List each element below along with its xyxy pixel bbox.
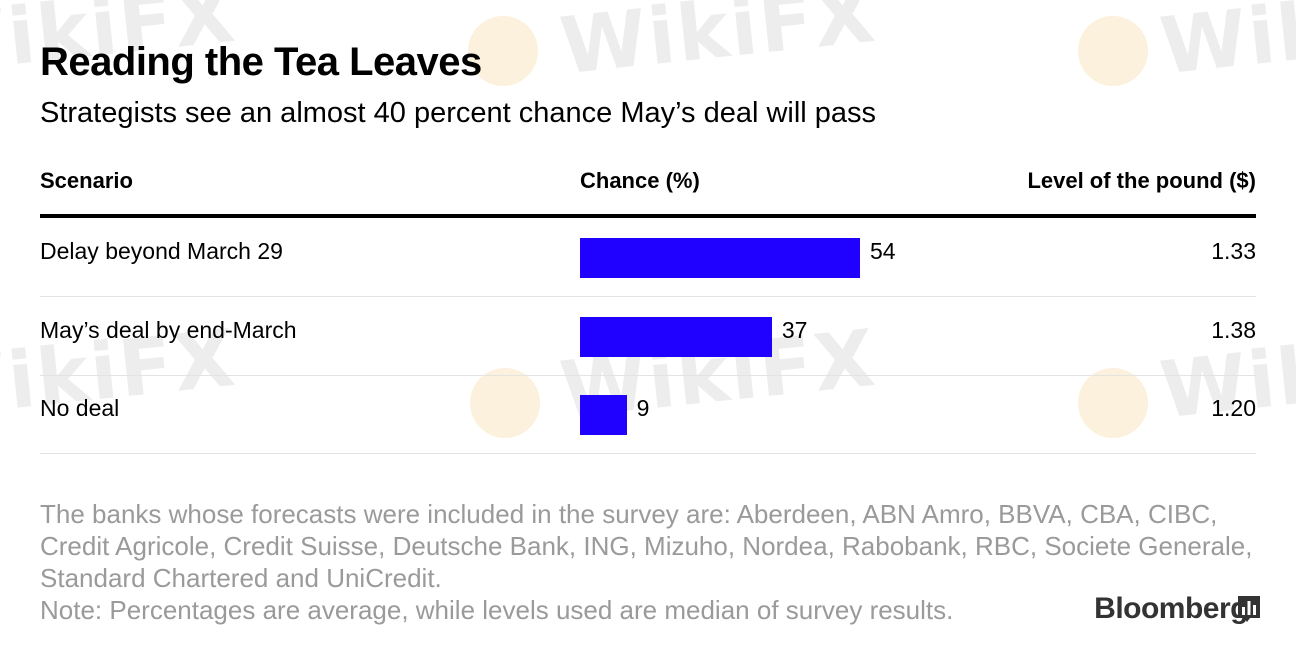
chance-value-label: 37 xyxy=(781,317,808,343)
table-row: Delay beyond March 29 54 1.33 xyxy=(40,218,1256,297)
bloomberg-chart-icon xyxy=(1238,596,1260,622)
bloomberg-logo: Bloomberg xyxy=(1094,592,1248,625)
watermark-logo xyxy=(1078,16,1148,86)
footnote-banks: The banks whose forecasts were included … xyxy=(40,499,1253,593)
scenario-label: May’s deal by end-March xyxy=(40,317,297,343)
footnote: The banks whose forecasts were included … xyxy=(40,498,1256,626)
table-row: No deal 9 1.20 xyxy=(40,375,1256,454)
chance-bar xyxy=(580,395,627,435)
chance-value-label: 9 xyxy=(636,395,650,421)
chance-bar xyxy=(580,317,772,357)
chart-subtitle: Strategists see an almost 40 percent cha… xyxy=(40,97,877,129)
chance-value-label: 54 xyxy=(870,238,896,264)
chance-bar xyxy=(580,238,860,278)
scenario-label: Delay beyond March 29 xyxy=(40,238,283,264)
chart-title: Reading the Tea Leaves xyxy=(40,40,482,84)
footnote-method: Note: Percentages are average, while lev… xyxy=(40,595,954,625)
header-divider xyxy=(40,214,1256,218)
pound-level-value: 1.33 xyxy=(1211,238,1256,264)
column-header-chance: Chance (%) xyxy=(580,168,700,193)
pound-level-value: 1.38 xyxy=(1211,317,1256,343)
scenario-label: No deal xyxy=(40,395,120,421)
column-header-scenario: Scenario xyxy=(40,168,133,193)
watermark-text: WikiFX xyxy=(1156,0,1296,93)
pound-level-value: 1.20 xyxy=(1211,395,1256,421)
column-header-level: Level of the pound ($) xyxy=(1027,168,1256,193)
table-row: May’s deal by end-March 37 1.38 xyxy=(40,297,1256,376)
watermark-text: WikiFX xyxy=(556,0,881,93)
